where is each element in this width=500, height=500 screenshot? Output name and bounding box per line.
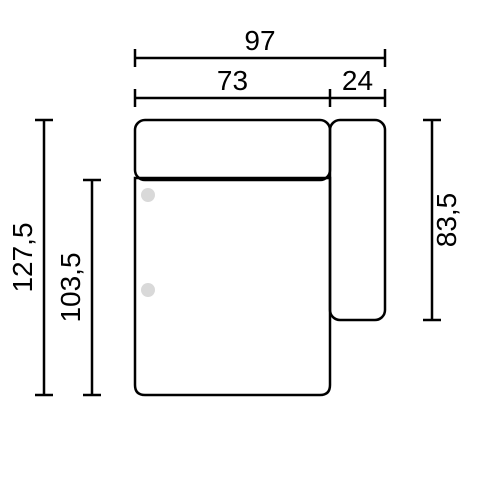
- armrest: [330, 120, 385, 320]
- dim-left-outer: 127,5: [7, 222, 38, 292]
- dim-top-left: 73: [217, 65, 248, 96]
- seat-body: [135, 178, 330, 395]
- marker-dot-0: [141, 188, 155, 202]
- marker-dot-1: [141, 283, 155, 297]
- dim-right: 83,5: [431, 193, 462, 248]
- dimension-diagram: 97 73 24 127,5 103,5 83,5: [0, 0, 500, 500]
- back-cushion: [135, 120, 330, 180]
- dim-top-total: 97: [244, 25, 275, 56]
- dim-top-right: 24: [342, 65, 373, 96]
- dim-left-inner: 103,5: [55, 252, 86, 322]
